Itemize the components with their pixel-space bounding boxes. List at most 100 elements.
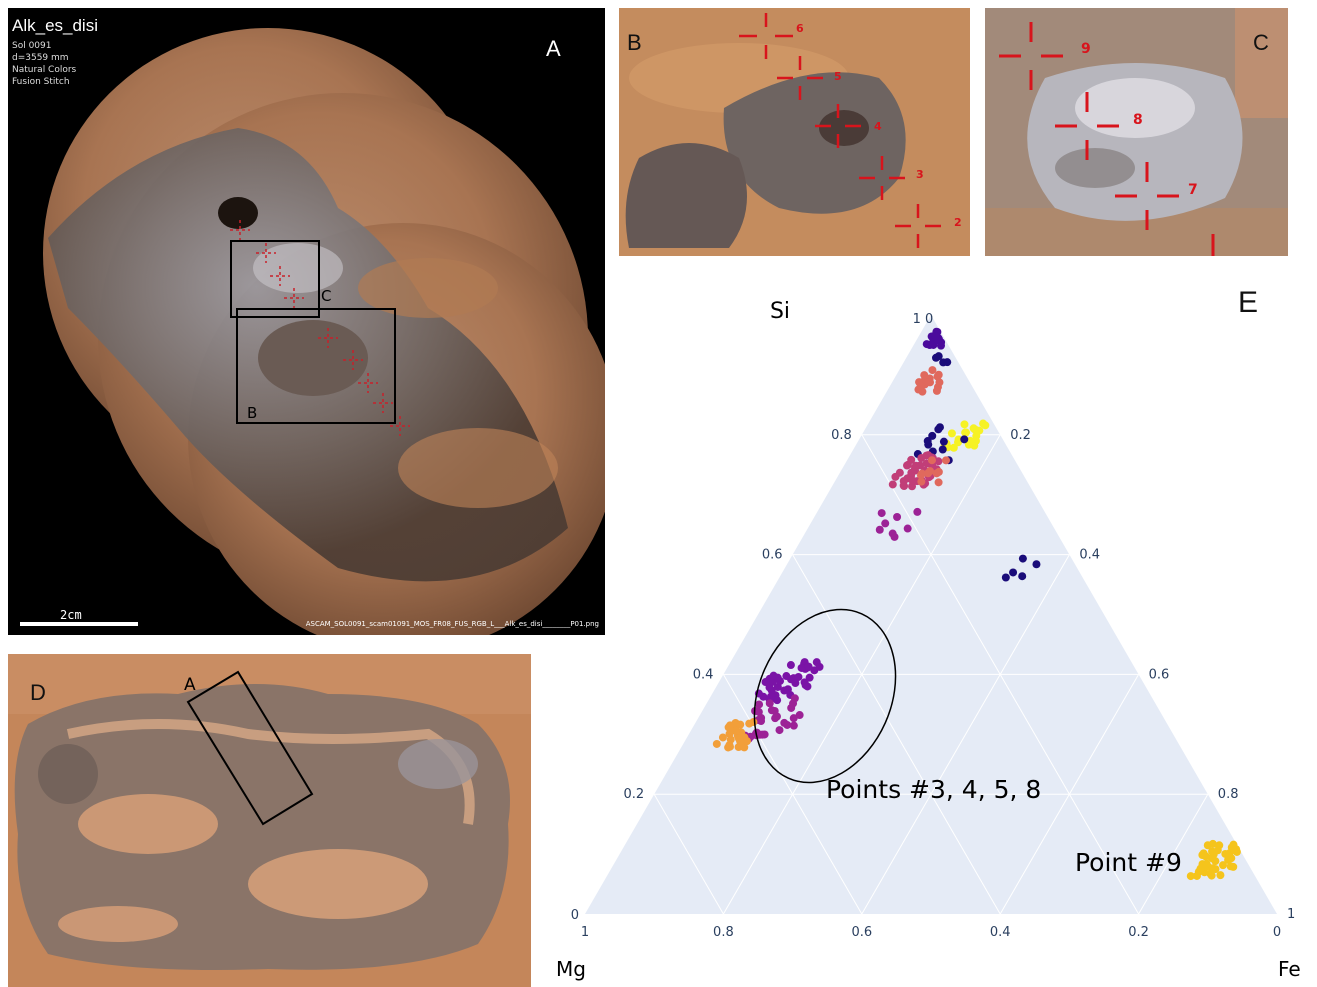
data-point (1018, 572, 1027, 581)
grid-line (722, 674, 863, 915)
data-point (938, 445, 947, 454)
location-box (186, 670, 314, 826)
data-point (726, 721, 735, 730)
data-point (922, 451, 931, 460)
data-point (1199, 849, 1208, 858)
data-point (789, 699, 798, 708)
point-6-label: 6 (796, 22, 804, 35)
bottom-tick-label: 1 (581, 925, 589, 940)
data-point (924, 378, 933, 387)
data-point (893, 512, 902, 521)
data-point (1216, 871, 1225, 880)
data-point (1227, 854, 1236, 863)
data-point (765, 699, 774, 708)
data-point (725, 741, 734, 750)
right-tick-label: 0.2 (1010, 428, 1031, 443)
data-point (877, 509, 886, 518)
dust-patch-2 (398, 428, 558, 508)
data-point (960, 435, 969, 444)
data-point (888, 529, 897, 538)
left-tick-label: 0.8 (831, 428, 852, 443)
data-point (1211, 857, 1220, 866)
data-point (928, 431, 937, 440)
data-points (712, 327, 1241, 881)
panel-d-letter: D (30, 680, 46, 705)
rock-hole (218, 197, 258, 229)
data-point (770, 707, 779, 716)
data-point (795, 711, 804, 720)
data-point (891, 472, 900, 481)
data-point (1208, 847, 1217, 856)
data-point (979, 419, 988, 428)
location-box-label: A (184, 675, 196, 695)
data-point (789, 721, 798, 730)
data-point (791, 679, 800, 688)
data-point (794, 672, 803, 681)
bottom-tick-label: 0.8 (713, 925, 734, 940)
right-tick-label: 1 (1287, 907, 1295, 922)
data-point (907, 471, 916, 480)
data-point (913, 507, 922, 516)
data-point (1218, 861, 1227, 870)
data-point (1208, 839, 1217, 848)
grid-line (653, 793, 724, 915)
data-point (928, 366, 937, 375)
right-tick-label: 0.4 (1079, 548, 1100, 563)
panel-a-image: C B (20, 28, 605, 635)
panel-a-letter: A (546, 36, 561, 61)
panel-c-letter: C (1253, 30, 1269, 55)
data-point (745, 719, 754, 728)
data-point (916, 382, 925, 391)
data-point (767, 686, 776, 695)
data-point (1207, 871, 1216, 880)
data-point (736, 737, 745, 746)
ternary-chart: Si Mg Fe Points #3, 4, 5, 8 Point #9 0 0.… (556, 299, 1301, 981)
right-tick-label: 0.8 (1218, 787, 1239, 802)
left-tick-label: 1 0 (913, 312, 934, 327)
data-point (949, 443, 958, 452)
point-4-label: 4 (874, 120, 882, 133)
image-title: Alk_es_disi (12, 16, 98, 35)
panel-d: A D (8, 654, 531, 987)
data-point (939, 437, 948, 446)
data-point (888, 480, 897, 489)
left-tick-label: 0 (571, 908, 579, 923)
analysis-markers-b (739, 13, 941, 248)
data-point (740, 743, 749, 752)
left-tick-label: 0.6 (762, 548, 783, 563)
vertex-si-label: Si (770, 299, 790, 324)
grid-line (861, 554, 1070, 915)
data-point (815, 662, 824, 671)
left-tick-label: 0.2 (624, 787, 645, 802)
inclusion-rock-2 (625, 143, 747, 248)
data-point (757, 717, 766, 726)
data-point (1018, 554, 1027, 563)
data-point (804, 662, 813, 671)
data-point (934, 478, 943, 487)
data-point (924, 469, 933, 478)
panel-b: 6 5 4 3 2 B (619, 8, 970, 256)
panel-a: C B A Alk_es_disi Sol 0091 d=3559 mm Nat… (8, 8, 605, 635)
grid-line (999, 674, 1140, 915)
data-point (736, 720, 745, 729)
data-point (761, 678, 770, 687)
data-point (789, 714, 798, 723)
data-point (754, 707, 763, 716)
scale-bar (20, 622, 138, 626)
data-point (773, 696, 782, 705)
left-tick-label: 0.4 (693, 667, 714, 682)
data-point (780, 718, 789, 727)
data-point (942, 456, 951, 465)
ternary-grid (653, 434, 1209, 915)
data-point (1032, 560, 1041, 569)
data-point (780, 686, 789, 695)
data-point (920, 371, 929, 380)
data-point (771, 714, 780, 723)
data-point (775, 726, 784, 735)
data-point (934, 425, 943, 434)
bottom-tick-label: 0.2 (1128, 925, 1149, 940)
meta-stitch: Fusion Stitch (12, 77, 70, 87)
data-point (934, 352, 943, 361)
bottom-tick-label: 0.6 (851, 925, 872, 940)
image-metadata: Sol 0091 d=3559 mm Natural Colors Fusion… (12, 40, 76, 88)
